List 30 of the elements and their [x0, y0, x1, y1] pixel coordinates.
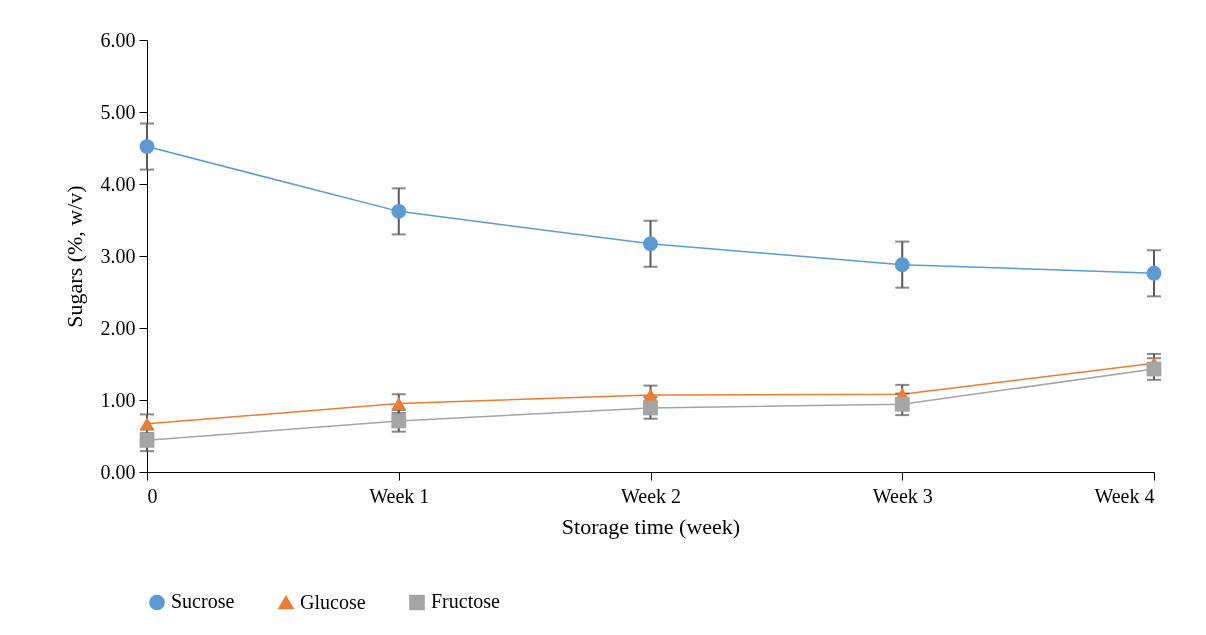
point — [643, 400, 658, 416]
y-tick-label: 3.00 — [100, 244, 136, 267]
y-tick-label: 4.00 — [100, 172, 136, 195]
y-axis-title: Sugars (%, w/v) — [61, 185, 87, 328]
x-axis-title: Storage time (week) — [561, 513, 741, 539]
x-tick-label: Week 4 — [1094, 484, 1155, 507]
y-tick-label: 1.00 — [100, 388, 136, 411]
legend-label: Fructose — [431, 590, 500, 613]
x-tick-label: Week 2 — [620, 484, 682, 507]
point — [391, 203, 407, 219]
y-tick-label: 5.00 — [100, 100, 136, 123]
point — [139, 432, 155, 448]
point — [1146, 361, 1162, 377]
x-tick-label: 0 — [147, 484, 158, 507]
point — [643, 236, 658, 252]
y-tick-label: 0.00 — [100, 460, 136, 483]
point — [139, 417, 155, 431]
x-tick-label: Week 3 — [872, 484, 933, 507]
legend-label: Sucrose — [171, 590, 235, 613]
point — [894, 396, 910, 412]
point — [643, 388, 658, 402]
point — [139, 139, 155, 154]
point — [1146, 265, 1162, 281]
point — [391, 413, 407, 429]
y-tick-label: 6.00 — [100, 28, 136, 51]
legend-label: Glucose — [300, 590, 366, 613]
x-tick-label: Week 1 — [369, 484, 430, 507]
point — [391, 397, 407, 411]
point — [894, 257, 910, 273]
y-tick-label: 2.00 — [100, 316, 136, 339]
